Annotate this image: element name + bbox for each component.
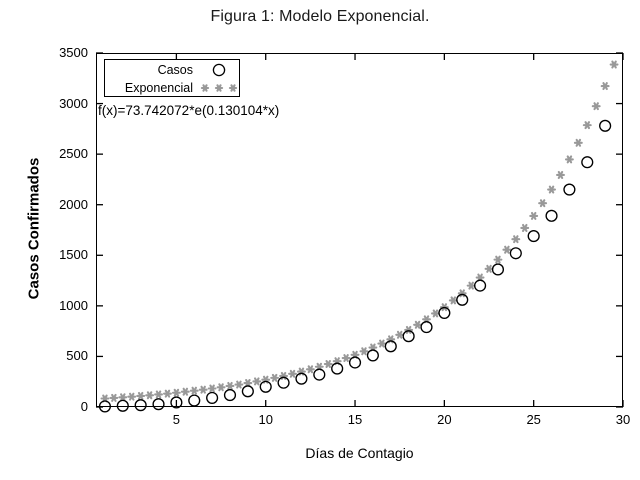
x-axis-label: Días de Contagio	[305, 445, 414, 461]
legend-label-casos: Casos	[157, 63, 193, 77]
y-tick-label: 3000	[59, 95, 88, 111]
y-tick-label: 1000	[59, 297, 88, 313]
y-tick-label: 3500	[59, 45, 88, 60]
y-tick-label: 500	[66, 348, 88, 364]
y-tick-label: 0	[80, 399, 88, 414]
legend-label-exponencial: Exponencial	[124, 81, 193, 95]
fit-equation-annotation: f(x)=73.742072*e(0.130104*x)	[98, 103, 280, 118]
y-tick-label: 2000	[59, 196, 88, 212]
legend-entry-exponencial: Exponencial	[105, 79, 241, 97]
y-tick-label: 1500	[59, 247, 88, 263]
legend-marker-asterisk-icon	[197, 79, 241, 97]
y-tick-label: 2500	[59, 146, 88, 162]
legend-box: Casos Exponencial	[104, 59, 240, 97]
legend-marker-open-circle-icon	[197, 61, 241, 79]
x-tick-label: 10	[258, 412, 273, 427]
legend-entry-casos: Casos	[105, 61, 241, 79]
x-tick-label: 25	[526, 412, 541, 427]
chart-title: Figura 1: Modelo Exponencial.	[210, 8, 430, 25]
x-tick-label: 5	[172, 412, 180, 427]
x-tick-label: 15	[347, 412, 363, 427]
plot-area	[96, 53, 623, 407]
x-tick-label: 20	[437, 412, 452, 427]
x-tick-label: 30	[615, 412, 631, 427]
